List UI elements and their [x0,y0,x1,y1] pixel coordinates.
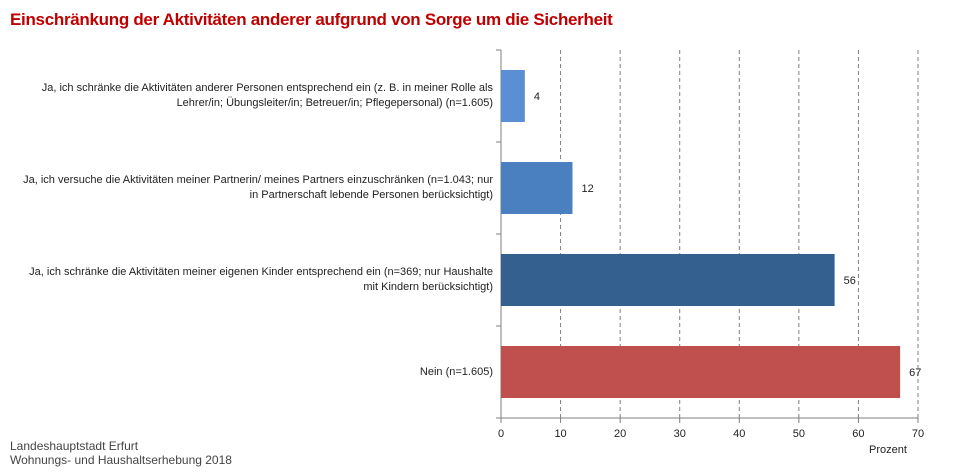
bar-value-label: 67 [909,367,921,379]
bar [501,162,573,214]
chart-title: Einschränkung der Aktivitäten anderer au… [10,10,613,29]
source-note: Landeshauptstadt Erfurt Wohnungs- und Ha… [10,439,232,467]
x-axis-title: Prozent [869,444,907,456]
bar-value-label: 4 [534,91,540,103]
x-tick-label: 0 [498,428,504,440]
category-label: Ja, ich schränke die Aktivitäten anderer… [41,82,493,109]
category-label: Ja, ich schränke die Aktivitäten meiner … [29,266,493,293]
x-tick-label: 30 [674,428,686,440]
source-line-1: Landeshauptstadt Erfurt [10,439,139,453]
x-tick-label: 50 [793,428,805,440]
x-tick-label: 10 [554,428,566,440]
bar [501,346,901,398]
category-label: Nein (n=1.605) [419,365,493,378]
bar-value-label: 56 [844,275,856,287]
x-tick-label: 20 [614,428,626,440]
x-tick-label: 60 [852,428,864,440]
x-tick-label: 70 [912,428,924,440]
x-tick-label: 40 [733,428,745,440]
bar-value-label: 12 [581,183,593,195]
bar [501,254,835,306]
source-line-2: Wohnungs- und Haushaltserhebung 2018 [10,453,232,467]
bar [501,70,525,122]
category-label: Ja, ich versuche die Aktivitäten meiner … [23,174,493,201]
